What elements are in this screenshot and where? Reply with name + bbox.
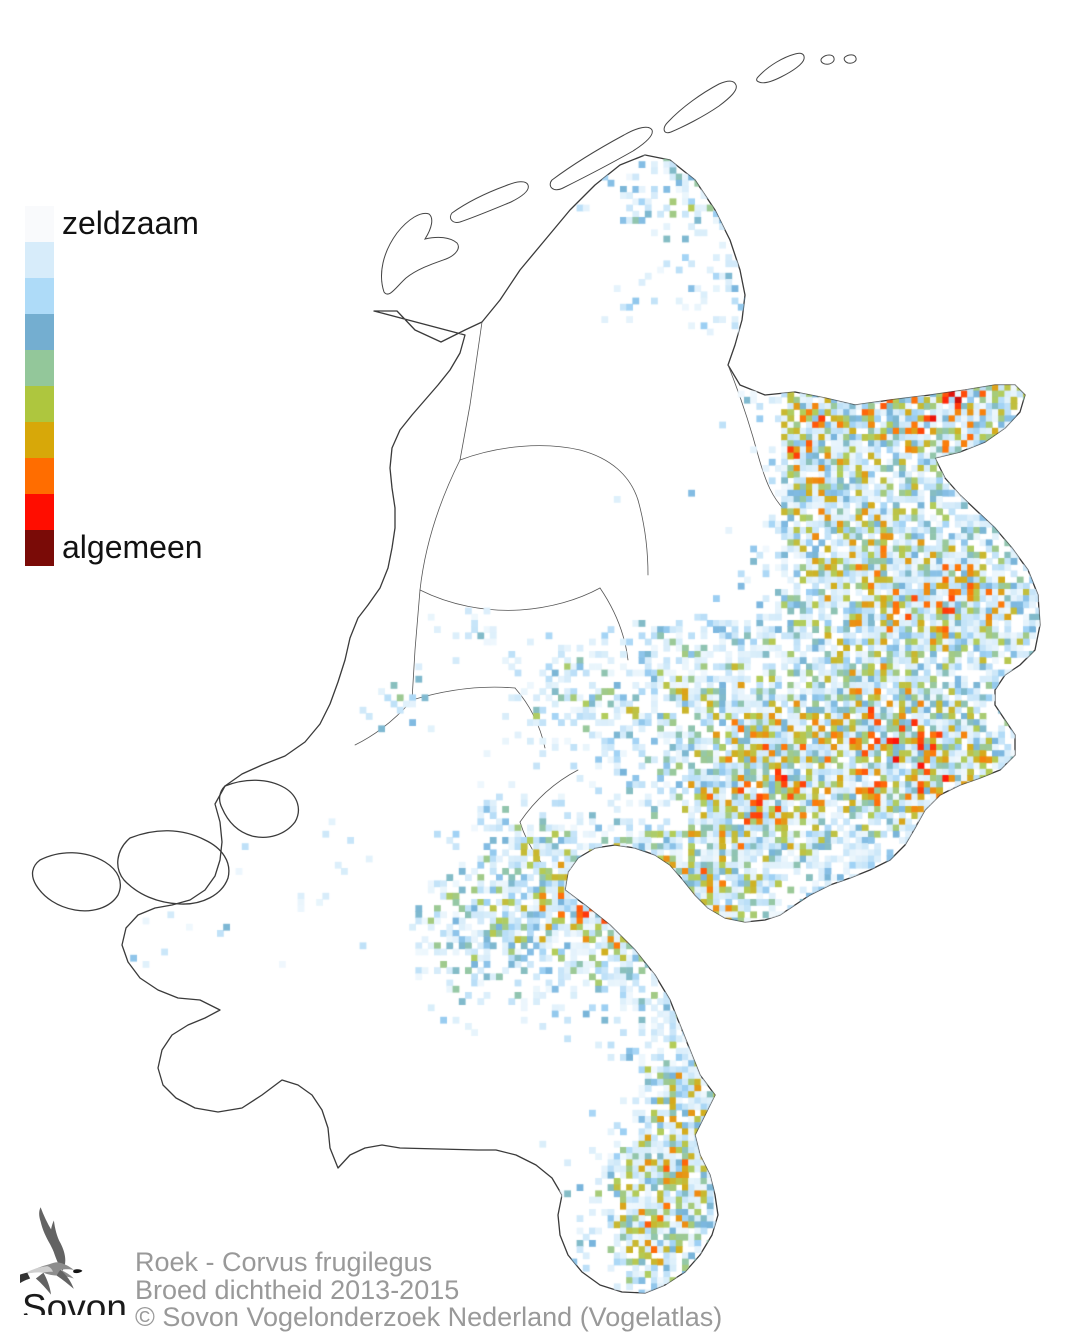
svg-text:Sovon: Sovon — [22, 1287, 127, 1315]
